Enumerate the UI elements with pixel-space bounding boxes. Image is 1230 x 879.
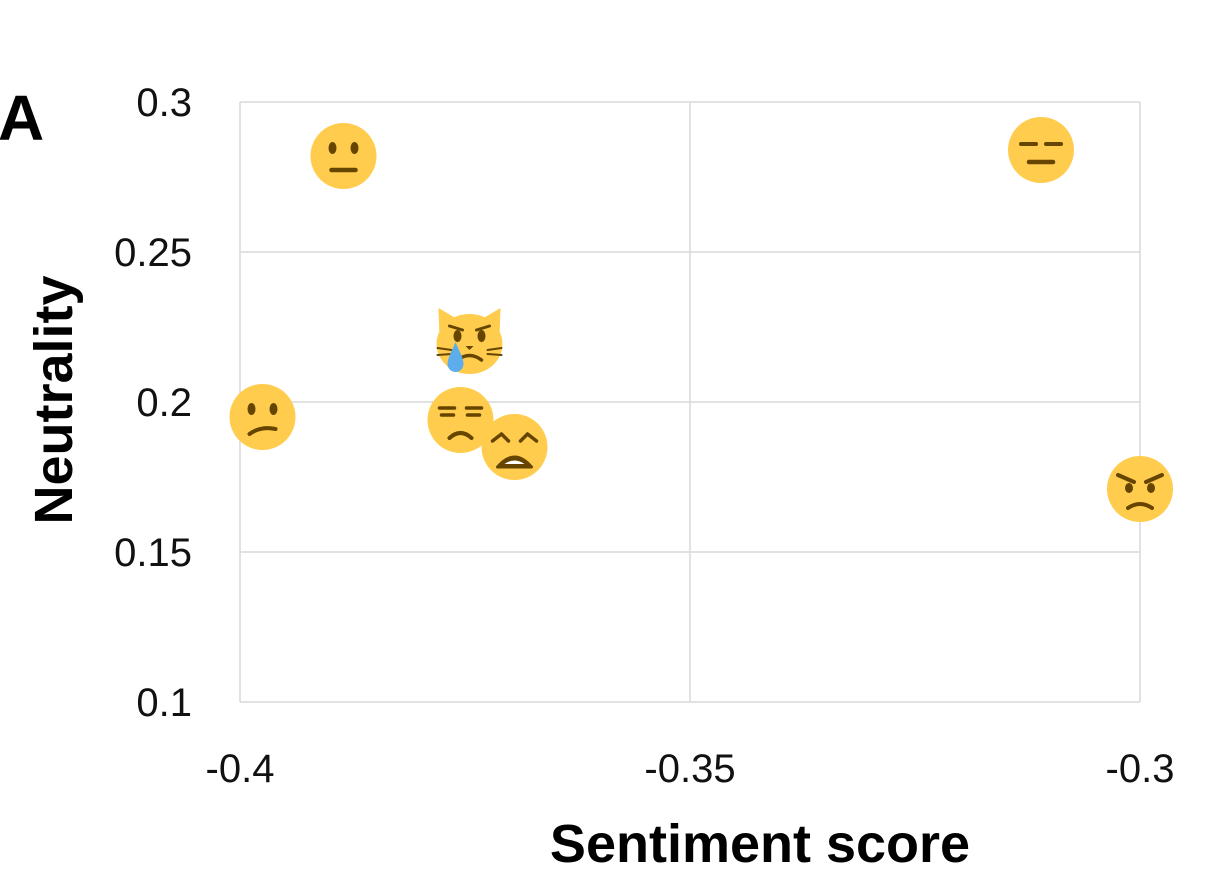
neutral-face-icon [310,123,377,189]
x-tick-label: -0.4 [206,747,275,791]
grid-lines [239,101,1141,703]
angry-face-icon [1107,456,1173,522]
y-axis-title: Neutrality [24,275,84,524]
unamused-face-icon [427,387,494,453]
y-tick-label: 0.15 [114,531,192,575]
y-tick-label: 0.2 [136,381,192,425]
expressionless-face-icon [1008,117,1074,183]
panel-label: A [0,82,44,154]
confused-face-icon [229,384,296,450]
crying-cat-face-icon [436,308,503,374]
y-tick-label: 0.1 [136,681,192,725]
y-tick-label: 0.25 [114,231,192,275]
x-axis-title: Sentiment score [550,814,970,874]
x-tick-label: -0.3 [1106,747,1175,791]
data-points [229,117,1173,522]
x-tick-label: -0.35 [644,747,735,791]
weary-face-icon [481,414,548,480]
y-tick-label: 0.3 [136,81,192,125]
tick-labels: 0.3 0.25 0.2 0.15 0.1 -0.4 -0.35 -0.3 [114,81,1174,791]
